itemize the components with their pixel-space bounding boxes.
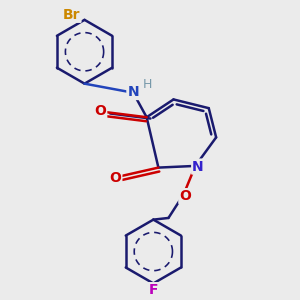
Text: N: N — [128, 85, 139, 99]
Text: Br: Br — [63, 8, 80, 22]
Text: O: O — [94, 103, 106, 118]
Text: O: O — [110, 171, 122, 185]
Text: O: O — [179, 189, 191, 203]
Text: N: N — [192, 160, 204, 174]
Text: F: F — [148, 283, 158, 297]
Text: H: H — [142, 78, 152, 91]
